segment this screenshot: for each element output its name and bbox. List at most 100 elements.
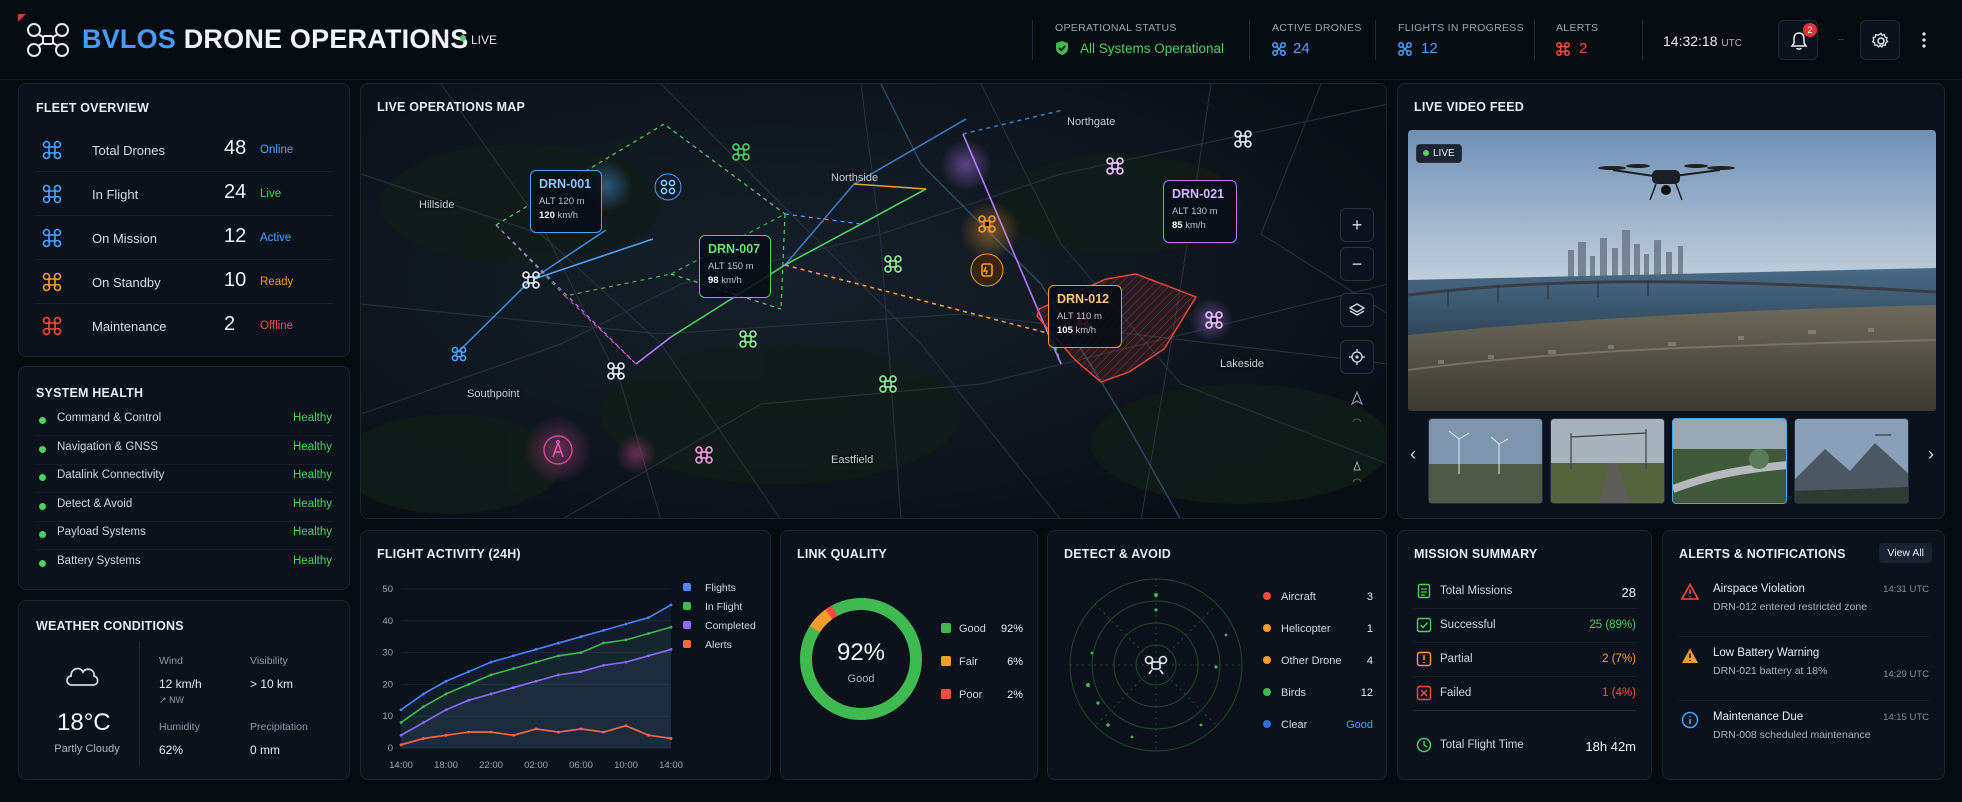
drone-speed: 98 km/h bbox=[708, 275, 762, 286]
panel-title: FLEET OVERVIEW bbox=[36, 101, 149, 115]
health-status: Healthy bbox=[293, 412, 332, 424]
status-dot bbox=[39, 445, 46, 453]
fleet-row[interactable]: In Flight 24 Live bbox=[36, 172, 333, 216]
drone-speed-unit: km/h bbox=[1075, 325, 1097, 336]
fleet-status: Ready bbox=[260, 276, 294, 288]
drone-marker-icon bbox=[879, 375, 897, 393]
x-tick-label: 06:00 bbox=[569, 760, 593, 771]
fleet-row[interactable]: Maintenance 2 Offline bbox=[36, 304, 333, 348]
alert-item[interactable]: Maintenance Due DRN-008 scheduled mainten… bbox=[1679, 707, 1929, 765]
header-divider bbox=[1249, 20, 1250, 60]
alert-drone-icon bbox=[1556, 42, 1570, 56]
crosshair-icon bbox=[1349, 349, 1365, 365]
drone-card-drn-001[interactable]: DRN-001 ALT 120 m 120 km/h bbox=[530, 170, 602, 233]
flights-value: 12 bbox=[1421, 40, 1438, 57]
video-thumbnail[interactable] bbox=[1794, 418, 1909, 504]
drone-speed: 85 km/h bbox=[1172, 220, 1228, 231]
alert-item[interactable]: Low Battery Warning DRN-021 battery at 18… bbox=[1679, 643, 1929, 701]
video-thumbnail-selected[interactable] bbox=[1672, 418, 1787, 504]
mission-value: 1 (4%) bbox=[1602, 687, 1636, 699]
legend-label: Helicopter bbox=[1281, 623, 1331, 635]
health-row: Detect & Avoid Healthy bbox=[37, 496, 332, 522]
settings-button[interactable] bbox=[1860, 20, 1900, 60]
fleet-row[interactable]: On Standby 10 Ready bbox=[36, 260, 333, 304]
data-point bbox=[422, 705, 425, 709]
panel-title: FLIGHT ACTIVITY (24H) bbox=[377, 547, 521, 561]
notifications-button[interactable]: 2 bbox=[1778, 20, 1818, 60]
flight-activity-panel: FLIGHT ACTIVITY (24H) 0 10 20 30 40 50 14:00 18… bbox=[360, 530, 771, 780]
mission-row: Failed 1 (4%) bbox=[1414, 677, 1636, 711]
locate-button[interactable] bbox=[1340, 340, 1374, 374]
data-point bbox=[647, 733, 650, 737]
alert-item[interactable]: Airspace Violation DRN-012 entered restri… bbox=[1679, 579, 1929, 637]
drone-marker-icon bbox=[1234, 130, 1252, 148]
drone-card-drn-021[interactable]: DRN-021 ALT 130 m 85 km/h bbox=[1163, 180, 1237, 243]
drone-altitude: ALT 110 m bbox=[1057, 311, 1102, 322]
flights-label: FLIGHTS IN PROGRESS bbox=[1398, 22, 1524, 34]
shield-check-icon bbox=[1056, 41, 1068, 55]
drone-icon bbox=[42, 140, 62, 160]
data-point bbox=[512, 654, 515, 658]
fleet-row[interactable]: On Mission 12 Active bbox=[36, 216, 333, 260]
data-point bbox=[467, 683, 470, 686]
active-drones-label: ACTIVE DRONES bbox=[1272, 22, 1362, 34]
live-operations-map[interactable]: LIVE OPERATIONS MAP Hillside Northgate N… bbox=[360, 83, 1387, 519]
more-menu-button[interactable] bbox=[1907, 20, 1943, 60]
data-point bbox=[669, 737, 673, 740]
fleet-status: Live bbox=[260, 188, 282, 200]
data-point bbox=[557, 641, 560, 645]
live-label: LIVE bbox=[471, 33, 498, 47]
mission-label: Failed bbox=[1440, 687, 1472, 699]
video-thumbnail[interactable] bbox=[1428, 418, 1543, 504]
layers-button[interactable] bbox=[1340, 293, 1374, 327]
drone-card-drn-007[interactable]: DRN-007 ALT 150 m 98 km/h bbox=[699, 235, 771, 298]
data-point bbox=[647, 616, 650, 620]
health-row: Datalink Connectivity Healthy bbox=[37, 467, 332, 493]
place-label: Hillside bbox=[419, 199, 455, 211]
fleet-status: Online bbox=[260, 144, 294, 156]
fleet-status: Active bbox=[260, 232, 292, 244]
series-area-flights bbox=[401, 604, 671, 748]
header-divider bbox=[1032, 20, 1033, 60]
data-point bbox=[534, 679, 538, 683]
video-frame[interactable] bbox=[1408, 130, 1936, 411]
data-point bbox=[399, 708, 403, 712]
drone-speed-unit: km/h bbox=[721, 275, 742, 286]
daa-legend-item: Other Drone 4 bbox=[1263, 655, 1373, 667]
zoom-out-button[interactable]: − bbox=[1340, 247, 1374, 281]
drone-id: DRN-012 bbox=[1057, 292, 1110, 306]
data-point bbox=[512, 733, 515, 737]
app-title: BVLOS DRONE OPERATIONS bbox=[82, 24, 468, 55]
fleet-row[interactable]: Total Drones 48 Online bbox=[36, 128, 333, 172]
zoom-in-button[interactable]: + bbox=[1340, 208, 1374, 242]
health-label: Battery Systems bbox=[57, 554, 141, 567]
drone-card-drn-012[interactable]: DRN-012 ALT 110 m 105 km/h bbox=[1048, 285, 1122, 348]
data-point bbox=[647, 654, 650, 658]
chevron-right-icon[interactable]: › bbox=[1928, 444, 1934, 464]
y-tick-label: 50 bbox=[382, 584, 393, 595]
data-point bbox=[669, 603, 673, 607]
status-dot bbox=[39, 417, 46, 424]
drone-speed: 120 km/h bbox=[539, 210, 593, 221]
drone-marker-icon bbox=[1205, 311, 1223, 329]
view-all-button[interactable]: View All bbox=[1879, 543, 1932, 563]
data-point bbox=[557, 730, 560, 734]
alert-title: Maintenance Due bbox=[1713, 711, 1804, 723]
health-label: Command & Control bbox=[57, 412, 162, 424]
clock: 14:32:18 UTC bbox=[1663, 33, 1742, 49]
drone-icon bbox=[42, 228, 62, 248]
legend-swatch bbox=[683, 621, 691, 629]
drone-marker-icon bbox=[522, 271, 540, 289]
panel-title: SYSTEM HEALTH bbox=[36, 386, 144, 400]
mission-row: Successful 25 (89%) bbox=[1414, 609, 1636, 643]
health-label: Datalink Connectivity bbox=[57, 469, 165, 481]
chevron-left-icon[interactable]: ‹ bbox=[1410, 444, 1416, 464]
drone-icon bbox=[42, 316, 62, 336]
drone-altitude: ALT 120 m bbox=[539, 196, 585, 207]
health-row: Navigation & GNSS Healthy bbox=[37, 439, 332, 465]
video-thumbnail[interactable] bbox=[1550, 418, 1665, 504]
mission-label: Total Missions bbox=[1440, 585, 1513, 597]
donut-segment-poor bbox=[800, 598, 922, 720]
mission-summary-panel: MISSION SUMMARY Total Missions 28 Successf… bbox=[1397, 530, 1652, 780]
daa-legend-item: Clear Good bbox=[1263, 719, 1373, 731]
